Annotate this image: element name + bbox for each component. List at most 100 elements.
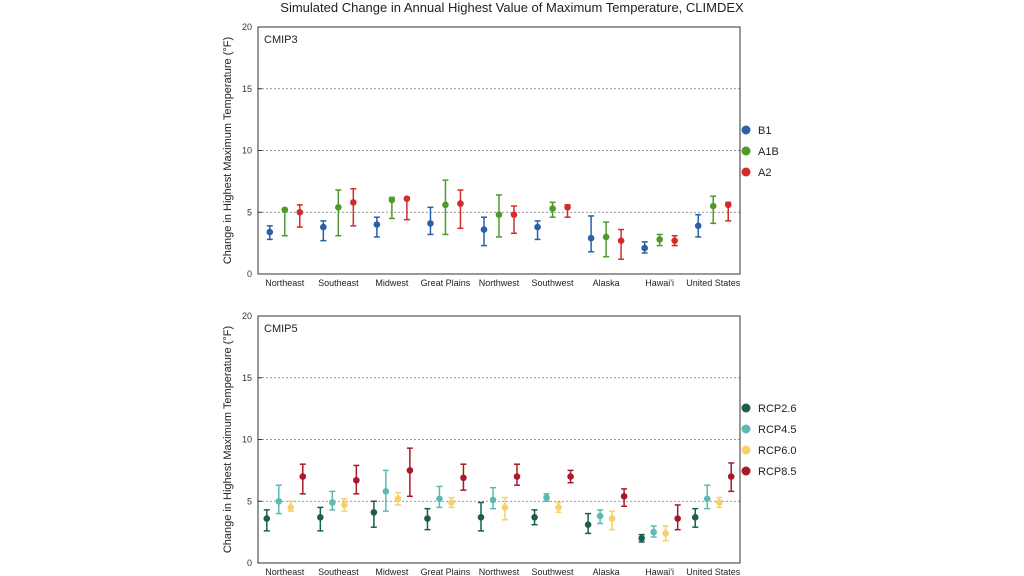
data-point-rcp85 [406, 447, 414, 498]
data-point-rcp85 [299, 463, 307, 495]
data-marker [662, 530, 669, 537]
data-point-a1b [656, 233, 663, 247]
data-point-b1 [641, 241, 648, 254]
data-point-b1 [427, 206, 434, 236]
data-point-rcp26 [638, 533, 645, 543]
data-marker [641, 244, 648, 252]
legend-label: RCP6.0 [758, 445, 797, 457]
y-tick-label: 20 [242, 311, 252, 321]
data-point-a1b [602, 221, 610, 258]
data-point-rcp26 [584, 512, 592, 535]
y-tick-label: 10 [242, 146, 252, 156]
data-marker [602, 233, 610, 241]
x-category-label: Northwest [479, 278, 520, 288]
legend: B1 A1B A2 [741, 125, 779, 179]
data-point-a1b [335, 189, 342, 237]
data-marker [296, 208, 304, 216]
data-point-rcp60 [662, 525, 669, 542]
data-marker [650, 528, 657, 536]
legend-label: A2 [758, 167, 771, 179]
data-marker [617, 237, 625, 244]
data-point-b1 [587, 215, 595, 253]
data-point-rcp85 [567, 469, 574, 484]
x-category-label: Midwest [375, 567, 409, 576]
x-category-label: Southwest [532, 567, 575, 576]
data-marker [266, 228, 274, 236]
data-point-rcp26 [263, 509, 271, 532]
data-point-a1b [281, 206, 289, 237]
x-category-label: Hawai'i [645, 567, 674, 576]
data-marker [543, 494, 550, 501]
data-marker [534, 223, 541, 231]
data-marker [510, 211, 518, 219]
data-marker [382, 488, 390, 495]
data-point-a2 [671, 234, 678, 247]
x-category-label: Northeast [265, 567, 305, 576]
data-marker [388, 196, 396, 204]
x-category-label: Great Plains [421, 567, 471, 576]
data-marker [457, 200, 464, 207]
legend-label: RCP2.6 [758, 403, 797, 415]
data-point-rcp85 [460, 463, 467, 491]
y-tick-label: 0 [247, 558, 252, 568]
legend-marker [741, 125, 751, 135]
data-marker [608, 515, 616, 522]
legend-label: RCP8.5 [758, 466, 797, 478]
data-marker [724, 201, 732, 209]
x-category-label: United States [686, 278, 741, 288]
data-marker [281, 206, 289, 214]
data-marker [513, 473, 521, 480]
data-point-a2 [617, 228, 625, 260]
data-point-a2 [564, 204, 571, 218]
data-marker [460, 474, 467, 482]
data-marker [448, 499, 455, 506]
data-point-a1b [709, 195, 717, 225]
chart-panel-cmip5: 0 5 10 15 20 CMIP5 Change in Highest Maximum T… [222, 311, 797, 576]
chart-title: Simulated Change in Annual Highest Value… [280, 0, 744, 15]
data-marker [406, 467, 414, 474]
data-point-rcp26 [370, 500, 378, 528]
y-tick-label: 15 [242, 84, 252, 94]
data-marker [691, 514, 699, 521]
data-point-a1b [495, 194, 503, 238]
y-axis-label: Change in Highest Maximum Temperature (°… [222, 37, 234, 264]
data-point-a2 [296, 204, 304, 228]
data-marker [709, 202, 717, 210]
y-tick-label: 5 [247, 496, 252, 506]
x-category-label: United States [686, 567, 741, 576]
data-marker [638, 535, 645, 542]
data-point-rcp60 [287, 500, 295, 512]
x-category-label: Southeast [318, 567, 359, 576]
data-point-a2 [724, 201, 732, 222]
data-marker [353, 476, 360, 484]
data-point-rcp60 [341, 498, 348, 512]
data-point-rcp45 [382, 469, 390, 512]
legend-marker [741, 466, 751, 476]
data-marker [424, 515, 431, 522]
data-marker [620, 493, 628, 500]
data-marker [674, 515, 681, 522]
data-point-rcp60 [448, 496, 455, 509]
data-point-a1b [549, 201, 556, 218]
data-marker [341, 501, 348, 509]
data-marker [694, 222, 702, 230]
chart-panel-cmip3: 0 5 10 15 20 CMIP3 Change in Highest Maximum T… [222, 22, 779, 288]
x-category-label: Midwest [375, 278, 409, 288]
x-category-label: Alaska [593, 567, 620, 576]
data-point-rcp85 [727, 462, 735, 493]
data-marker [350, 199, 357, 206]
data-marker [427, 220, 434, 227]
x-category-label: Great Plains [421, 278, 471, 288]
data-point-rcp60 [394, 491, 402, 506]
y-tick-label: 15 [242, 373, 252, 383]
legend-marker [741, 403, 751, 413]
y-tick-label: 5 [247, 207, 252, 217]
x-category-label: Alaska [593, 278, 620, 288]
y-tick-label: 10 [242, 435, 252, 445]
data-point-rcp85 [353, 464, 360, 495]
data-point-rcp85 [674, 504, 681, 531]
data-point-rcp45 [489, 486, 497, 510]
data-point-a1b [388, 196, 396, 220]
data-marker [263, 515, 271, 522]
